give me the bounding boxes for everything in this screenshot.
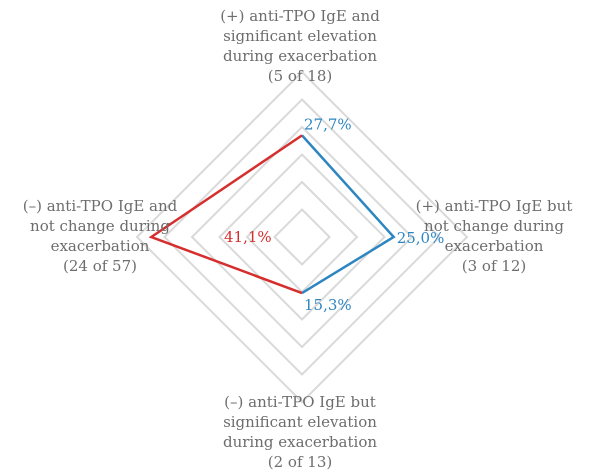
value-label: 41,1% [224, 228, 272, 246]
value-label: 27,7% [304, 115, 352, 133]
axis-label-line: significant elevation [223, 413, 377, 431]
axis-label-line: during exacerbation [222, 47, 378, 65]
axis-label-line: (3 of 12) [461, 257, 527, 275]
axis-label-line: exacerbation [50, 237, 150, 255]
axis-label-line: not change during [424, 217, 564, 235]
value-label: 25,0% [397, 229, 445, 247]
grid-ring [190, 125, 414, 349]
axis-label-right: (+) anti-TPO IgE but not change during e… [394, 196, 594, 276]
axis-label-line: (–) anti-TPO IgE and [22, 197, 178, 215]
axis-label-top: (+) anti-TPO IgE and significant elevati… [200, 6, 400, 86]
series-line-1 [148, 134, 303, 295]
radar-series [148, 134, 396, 295]
axis-label-line: (+) anti-TPO IgE but [415, 197, 573, 215]
grid-ring [273, 208, 331, 266]
grid-ring [135, 70, 469, 404]
value-label: 15,3% [304, 296, 352, 314]
series-line-0 [301, 134, 396, 295]
axis-label-line: (–) anti-TPO IgE but [224, 393, 376, 411]
axis-label-line: (2 of 13) [267, 453, 333, 471]
grid-ring [163, 98, 441, 376]
axis-label-bottom: (–) anti-TPO IgE but significant elevati… [200, 392, 400, 472]
axis-label-line: during exacerbation [222, 433, 378, 451]
axis-label-line: significant elevation [223, 27, 377, 45]
axis-label-line: not change during [30, 217, 170, 235]
axis-label-line: (24 of 57) [63, 257, 137, 275]
value-labels: 27,7% 25,0% 15,3% 41,1% [224, 115, 444, 314]
axis-label-line: exacerbation [444, 237, 544, 255]
axis-label-left: (–) anti-TPO IgE and not change during e… [0, 196, 200, 276]
axis-label-line: (+) anti-TPO IgE and [220, 7, 380, 25]
axis-label-line: (5 of 18) [267, 67, 333, 85]
grid-ring [218, 153, 386, 321]
radar-grid [135, 70, 469, 404]
